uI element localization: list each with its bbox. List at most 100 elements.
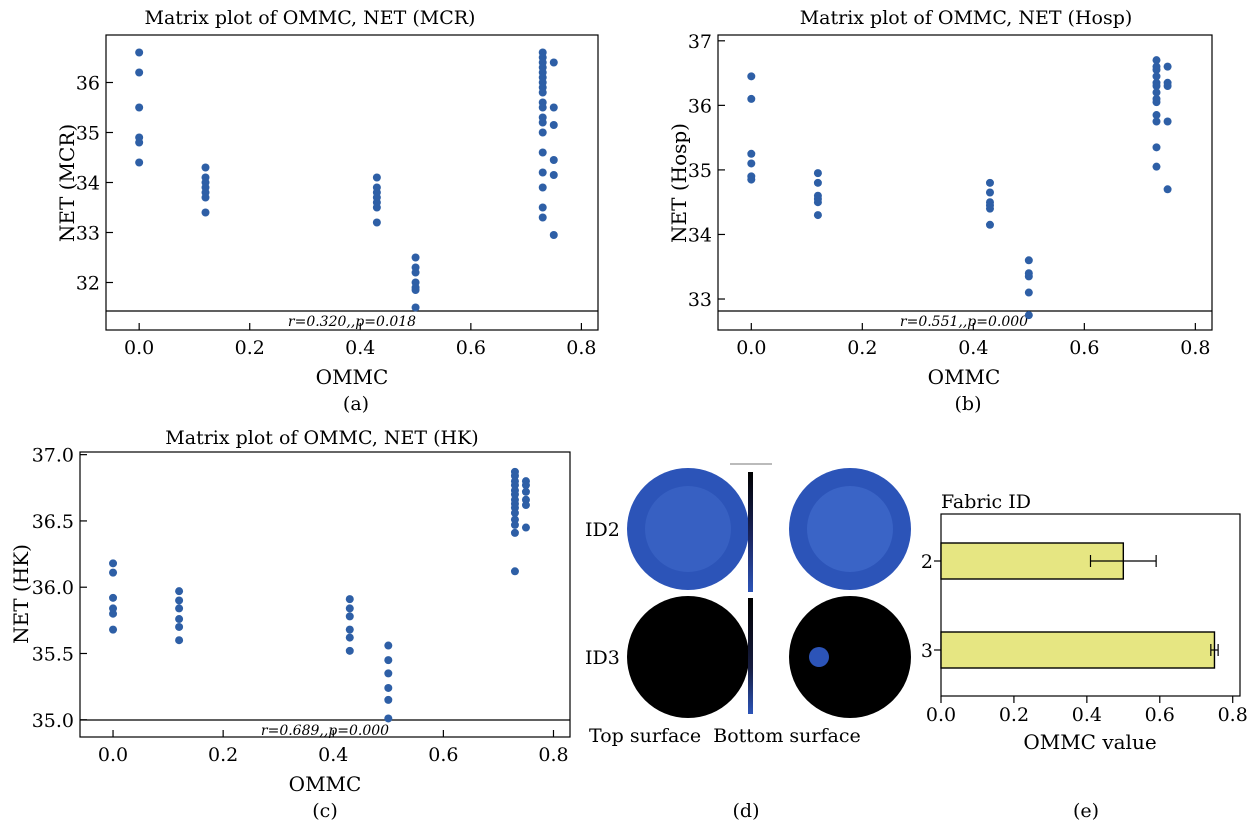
panel-c-x-tick-label: 0.4 — [318, 744, 348, 766]
panel-b-data-point — [747, 94, 756, 103]
moisture-image-panel-d: ID2 ID3 Top surface Bottom surface (d) — [585, 463, 911, 822]
panel-c-label: (c) — [312, 800, 337, 822]
id3-color-scale-bar — [748, 598, 753, 714]
panel-a-title: Matrix plot of OMMC, NET (MCR) — [145, 7, 476, 29]
panel-b-x-tick-label: 0.4 — [958, 337, 988, 359]
panel-c-data-point — [175, 622, 184, 631]
panel-e-x-tick-label: 0.4 — [1072, 704, 1102, 726]
panel-a-data-point — [538, 203, 547, 212]
panel-a-x-axis-label: OMMC — [316, 365, 389, 389]
panel-b-x-tick-label: 0.0 — [736, 337, 766, 359]
id2-row-label: ID2 — [585, 519, 620, 541]
panel-c-correlation-note: r=0.689,,p=0.000 — [261, 723, 389, 739]
panel-c-x-tick-label: 0.6 — [428, 744, 458, 766]
panel-b-y-tick-label: 33 — [688, 289, 712, 311]
panel-a-data-point — [538, 103, 547, 112]
panel-b-data-point — [1024, 272, 1033, 281]
panel-e-marks: 2 3 0.0 0.2 0.4 0.6 0.8 — [921, 542, 1248, 726]
panel-a-data-point — [549, 231, 558, 239]
panel-c-data-point — [384, 714, 393, 723]
panel-e-y-tick-label: 2 — [921, 551, 933, 573]
panel-a-data-point — [135, 138, 144, 147]
panel-b-data-point — [985, 188, 994, 197]
panel-b-y-tick-label: 37 — [688, 31, 712, 53]
panel-b-data-point — [747, 72, 756, 81]
panel-b-x-tick-label: 0.8 — [1180, 337, 1210, 359]
panel-c-x-tick-label: 0.8 — [538, 744, 568, 766]
panel-c-data-point — [345, 612, 354, 621]
panel-e-title: Fabric ID — [941, 491, 1031, 513]
panel-a-data-point — [135, 158, 144, 167]
panel-b-data-point — [985, 204, 994, 213]
panel-c-x-tick-label: 0.2 — [208, 744, 238, 766]
panel-a-x-tick-label: 0.4 — [345, 337, 375, 359]
panel-a-data-point — [372, 203, 381, 212]
panel-a-data-point — [549, 121, 558, 129]
panel-b-label: (b) — [955, 393, 982, 415]
id2-top-surface-inner — [645, 486, 731, 572]
panel-a-frame — [105, 34, 599, 331]
panel-a-data-point — [372, 173, 381, 182]
panel-c-data-point — [384, 695, 393, 704]
panel-c-y-tick-label: 36.5 — [32, 511, 74, 533]
panel-c-data-point — [175, 604, 184, 613]
panel-b-data-point — [1024, 288, 1033, 297]
panel-b-data-point — [1024, 311, 1033, 320]
panel-b-y-tick-label: 36 — [688, 95, 712, 117]
panel-a-data-point — [135, 48, 144, 57]
id3-top-surface-disc — [627, 596, 749, 718]
panel-b-data-point — [1152, 56, 1161, 65]
panel-a-data-point — [538, 88, 547, 97]
panel-b-correlation-note: r=0.551,,p=0.000 — [900, 314, 1028, 330]
panel-b-data-point — [985, 178, 994, 187]
panel-a-y-tick-label: 36 — [76, 73, 100, 95]
panel-b-data-point — [1152, 72, 1161, 81]
id2-color-scale-bar — [748, 472, 753, 592]
panel-c-data-point — [384, 641, 393, 650]
panel-c-data-point — [175, 596, 184, 605]
panel-b-y-tick-label: 34 — [688, 224, 712, 246]
panel-c-data-point — [109, 559, 118, 568]
panel-c-data-point — [345, 625, 354, 634]
panel-a-x-tick-label: 0.8 — [566, 337, 596, 359]
panel-a-y-tick-label: 34 — [76, 173, 100, 195]
panel-c-data-point — [384, 669, 393, 678]
panel-c-data-point — [521, 523, 530, 532]
panel-d-label: (d) — [733, 800, 760, 822]
panel-a-correlation-note: r=0.320,,p=0.018 — [288, 314, 416, 330]
panel-c-data-point — [510, 508, 519, 517]
panel-a-data-point — [549, 58, 558, 67]
panel-a-y-tick-label: 35 — [76, 123, 100, 145]
id3-row-label: ID3 — [585, 647, 620, 669]
panel-e-frame — [940, 513, 1241, 697]
panel-a-data-point — [411, 303, 420, 312]
panel-a-data-point — [372, 218, 381, 227]
panel-b-data-point — [1152, 162, 1161, 171]
panel-e-x-tick-label: 0.6 — [1145, 704, 1175, 726]
scatter-panel-b: Matrix plot of OMMC, NET (Hosp) r=0.551,… — [667, 7, 1213, 415]
panel-c-data-point — [510, 528, 519, 537]
panel-e-y-tick-label: 3 — [921, 640, 933, 662]
panel-b-data-point — [1163, 185, 1172, 194]
panel-b-data-point — [747, 175, 756, 184]
panel-b-y-axis-label: NET (Hosp) — [667, 123, 691, 243]
panel-c-marks: 0.0 0.2 0.4 0.6 0.8 35.0 35.5 36.0 36.5 37.0 — [32, 445, 569, 766]
panel-c-y-tick-label: 35.0 — [32, 710, 74, 732]
panel-c-data-point — [109, 568, 118, 577]
panel-c-data-point — [109, 625, 118, 634]
panel-c-data-point — [175, 587, 184, 596]
panel-a-y-axis-label: NET (MCR) — [55, 124, 79, 242]
panel-c-data-point — [175, 636, 184, 645]
panel-a-data-point — [538, 183, 547, 192]
panel-c-data-point — [345, 646, 354, 655]
panel-c-x-axis-label: OMMC — [289, 772, 362, 796]
panel-e-bar — [940, 631, 1216, 669]
panel-c-y-tick-label: 35.5 — [32, 643, 74, 665]
surface-captions: Top surface Bottom surface — [589, 725, 861, 747]
panel-a-x-tick-label: 0.6 — [456, 337, 486, 359]
panel-c-data-point — [345, 595, 354, 604]
panel-a-data-point — [538, 128, 547, 137]
panel-b-frame — [717, 34, 1213, 331]
panel-a-x-tick-label: 0.0 — [124, 337, 154, 359]
panel-b-data-point — [813, 211, 822, 220]
